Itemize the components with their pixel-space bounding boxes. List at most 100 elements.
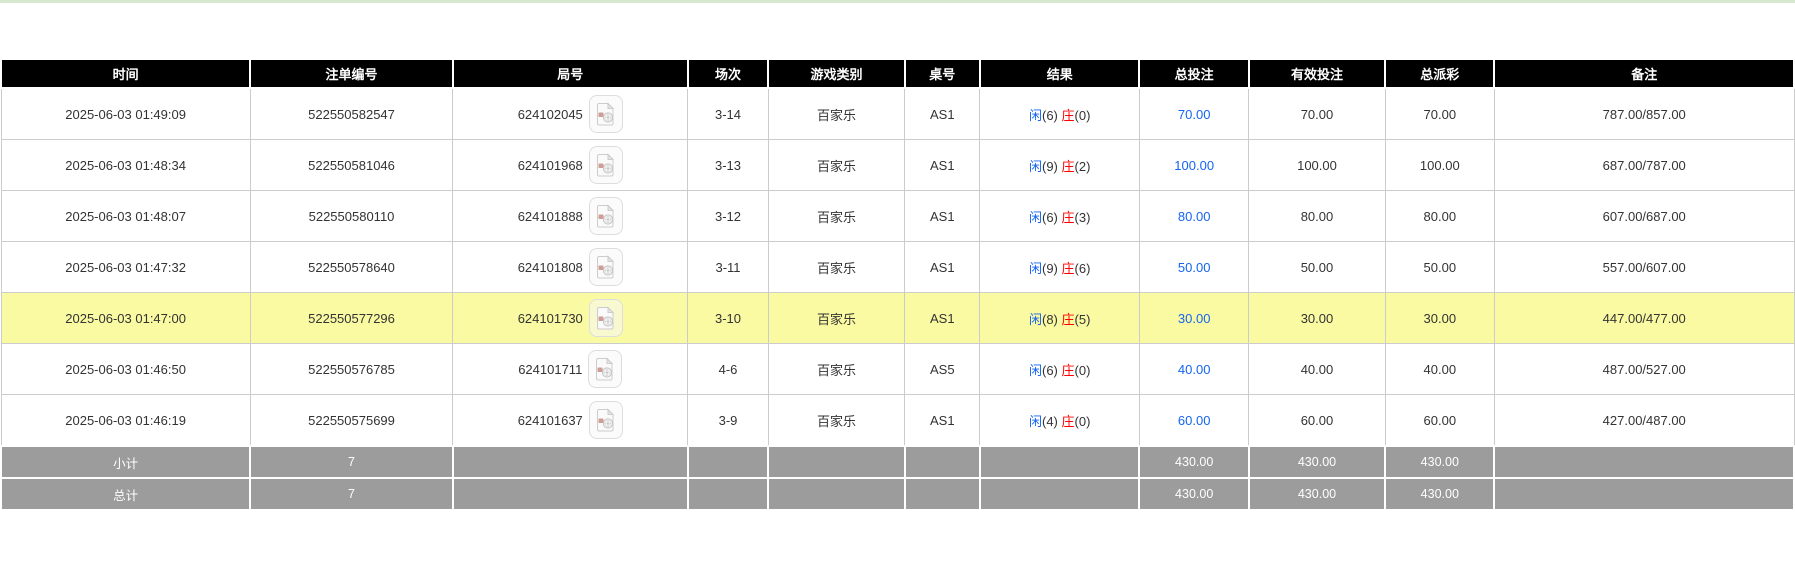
banker-result-score: (5): [1074, 311, 1091, 327]
cell-total_bet[interactable]: 100.00: [1138, 139, 1250, 191]
cell-round: 624101711: [452, 343, 689, 395]
video-replay-button[interactable]: [588, 197, 623, 235]
player-result-score: (6): [1042, 107, 1058, 123]
table-row: 2025-06-03 01:47:00 522550577296 624101730…: [0, 292, 1795, 344]
cell-valid_bet: 60.00: [1248, 394, 1386, 447]
cell-payout: 100.00: [1384, 139, 1495, 191]
cell-table_no: AS1: [904, 190, 981, 242]
cell-bet_id: 522550575699: [249, 394, 454, 447]
cell-total_bet[interactable]: 40.00: [1138, 343, 1250, 395]
summary-cell-result: [978, 477, 1141, 511]
cell-table_no: AS1: [904, 87, 981, 140]
summary-cell-remark: [1493, 477, 1795, 511]
video-replay-button[interactable]: [588, 248, 623, 286]
summary-cell-table_no: [903, 445, 981, 479]
cell-bet_id: 522550577296: [249, 292, 454, 344]
summary-row: 小计 7 430.00 430.00 430.00: [0, 445, 1795, 479]
cell-valid_bet: 70.00: [1248, 87, 1386, 140]
video-replay-icon: [596, 357, 614, 381]
table-row: 2025-06-03 01:49:09 522550582547 624102045…: [0, 87, 1795, 140]
column-header-result: 结果: [978, 58, 1141, 89]
cell-payout: 40.00: [1384, 343, 1495, 395]
cell-remark: 487.00/527.00: [1493, 343, 1795, 395]
summary-cell-game: [767, 477, 906, 511]
video-replay-icon: [596, 408, 614, 432]
cell-table_no: AS5: [904, 343, 981, 395]
cell-bet_id: 522550578640: [249, 241, 454, 293]
cell-remark: 607.00/687.00: [1493, 190, 1795, 242]
player-result-label: 闲: [1028, 362, 1042, 378]
column-header-total_bet: 总投注: [1138, 58, 1250, 89]
player-result-label: 闲: [1028, 209, 1042, 225]
summary-cell-result: [978, 445, 1141, 479]
summary-cell-remark: [1493, 445, 1795, 479]
column-header-round: 局号: [451, 58, 689, 89]
cell-time: 2025-06-03 01:49:09: [0, 87, 251, 140]
column-header-remark: 备注: [1493, 58, 1795, 89]
video-replay-button[interactable]: [588, 299, 623, 337]
cell-round: 624102045: [452, 87, 689, 140]
banker-result-label: 庄: [1061, 362, 1075, 378]
cell-valid_bet: 80.00: [1248, 190, 1386, 242]
cell-game: 百家乐: [767, 241, 906, 293]
cell-remark: 787.00/857.00: [1493, 87, 1795, 140]
cell-time: 2025-06-03 01:46:50: [0, 343, 251, 395]
cell-valid_bet: 40.00: [1248, 343, 1386, 395]
cell-total_bet[interactable]: 80.00: [1138, 190, 1250, 242]
video-replay-icon: [596, 102, 614, 126]
summary-label: 总计: [0, 477, 252, 511]
column-header-valid_bet: 有效投注: [1247, 58, 1387, 89]
summary-row: 总计 7 430.00 430.00 430.00: [0, 477, 1795, 511]
summary-cell-payout: 430.00: [1384, 445, 1496, 479]
cell-total_bet[interactable]: 30.00: [1138, 292, 1250, 344]
summary-cell-valid_bet: 430.00: [1247, 445, 1387, 479]
cell-bet_id: 522550576785: [249, 343, 454, 395]
video-replay-button[interactable]: [588, 350, 623, 388]
player-result-score: (9): [1042, 260, 1058, 276]
banker-result-label: 庄: [1061, 260, 1075, 276]
summary-cell-round: [451, 445, 689, 479]
cell-game: 百家乐: [767, 394, 906, 447]
cell-total_bet[interactable]: 60.00: [1138, 394, 1250, 447]
summary-cell-session: [686, 477, 770, 511]
cell-remark: 557.00/607.00: [1493, 241, 1795, 293]
cell-table_no: AS1: [904, 394, 981, 447]
cell-payout: 30.00: [1384, 292, 1495, 344]
summary-cell-game: [767, 445, 906, 479]
cell-valid_bet: 100.00: [1248, 139, 1386, 191]
round-number: 624102045: [517, 106, 583, 122]
player-result-score: (6): [1042, 362, 1058, 378]
banker-result-score: (6): [1074, 260, 1091, 276]
banker-result-label: 庄: [1061, 107, 1075, 123]
cell-session: 4-6: [687, 343, 769, 395]
player-result-label: 闲: [1028, 158, 1042, 174]
summary-cell-bet_id: 7: [249, 445, 454, 479]
cell-round: 624101637: [452, 394, 689, 447]
summary-cell-total_bet: 430.00: [1138, 445, 1250, 479]
cell-valid_bet: 50.00: [1248, 241, 1386, 293]
video-replay-button[interactable]: [588, 146, 623, 184]
round-number: 624101808: [517, 259, 583, 275]
cell-result: 闲(9) 庄(2): [979, 139, 1140, 191]
banker-result-score: (2): [1074, 158, 1091, 174]
video-replay-button[interactable]: [588, 401, 623, 439]
video-replay-button[interactable]: [588, 95, 623, 133]
banker-result-label: 庄: [1061, 311, 1075, 327]
column-header-game: 游戏类别: [767, 58, 906, 89]
banker-result-label: 庄: [1061, 413, 1075, 429]
column-header-time: 时间: [0, 58, 252, 89]
cell-session: 3-11: [687, 241, 769, 293]
cell-payout: 50.00: [1384, 241, 1495, 293]
cell-game: 百家乐: [767, 139, 906, 191]
cell-remark: 427.00/487.00: [1493, 394, 1795, 447]
player-result-label: 闲: [1028, 311, 1042, 327]
round-number: 624101730: [517, 310, 583, 326]
cell-total_bet[interactable]: 50.00: [1138, 241, 1250, 293]
round-number: 624101637: [517, 412, 583, 428]
cell-total_bet[interactable]: 70.00: [1138, 87, 1250, 140]
cell-session: 3-10: [687, 292, 769, 344]
cell-round: 624101808: [452, 241, 689, 293]
summary-cell-table_no: [903, 477, 981, 511]
cell-game: 百家乐: [767, 190, 906, 242]
round-number: 624101888: [517, 208, 583, 224]
